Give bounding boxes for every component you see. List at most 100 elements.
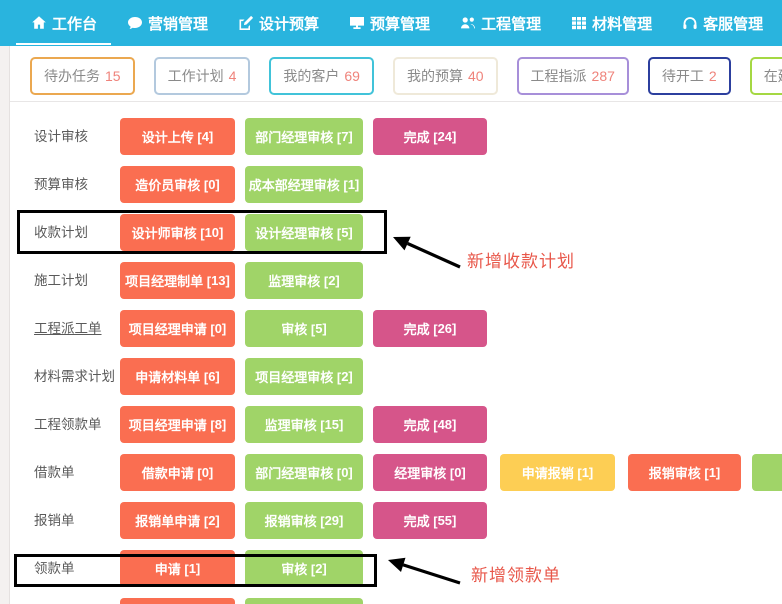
bracket: ] <box>195 561 201 576</box>
workflow-step-button[interactable]: 完成 [48] <box>373 406 487 443</box>
workflow-step-button[interactable]: 报销审核 [29] <box>245 502 363 539</box>
step-count: 1 <box>188 561 196 576</box>
step-label: 部门经理审核 [ <box>255 130 342 145</box>
nav-item-label: 工程管理 <box>481 15 542 33</box>
workflow-step-button[interactable]: 项目经理制单 [13] <box>120 262 235 299</box>
bracket: ] <box>452 513 457 528</box>
workflow-step-button[interactable] <box>120 598 235 604</box>
nav-item-7[interactable]: 客服管理 <box>679 9 765 38</box>
workflow-step-button[interactable]: 报销单申请 [2] <box>120 502 235 539</box>
workflow-step-button[interactable]: 申请 [1] <box>120 550 235 587</box>
workflow-step-button[interactable] <box>752 454 782 491</box>
workflow-step-button[interactable]: 完成 [26] <box>373 310 487 347</box>
bracket: ] <box>348 369 353 384</box>
row-label: 材料需求计划 <box>34 369 115 384</box>
workflow-step-button[interactable]: 完成 [55] <box>373 502 487 539</box>
nav-item-5[interactable]: 工程管理 <box>457 9 543 38</box>
step-label: 成本部经理审核 [ <box>248 178 348 193</box>
step-label: 设计上传 [ <box>141 130 202 145</box>
step-count: 2 <box>208 513 216 528</box>
workflow-step-button[interactable]: 设计上传 [4] <box>120 118 235 155</box>
step-label: 申请报销 [ <box>521 466 582 481</box>
bracket: ] <box>715 465 721 480</box>
bracket: ] <box>335 273 340 288</box>
step-label: 监理审核 [ <box>264 418 325 433</box>
headphones-icon <box>681 15 698 32</box>
workflow-step-button[interactable]: 项目经理申请 [0] <box>120 310 235 347</box>
step-label: 监理审核 [ <box>268 274 329 289</box>
bracket: ] <box>221 321 227 336</box>
workflow-step-button[interactable]: 设计师审核 [10] <box>120 214 235 251</box>
step-count: 0 <box>454 465 462 480</box>
step-label: 造价员审核 [ <box>135 178 209 193</box>
workflow-step-button[interactable]: 经理审核 [0] <box>373 454 487 491</box>
workflow-step-button[interactable]: 审核 [5] <box>245 310 363 347</box>
step-label: 报销审核 [ <box>648 466 709 481</box>
nav-item-1[interactable]: 工作台 <box>15 9 112 45</box>
step-count: 24 <box>437 129 453 144</box>
workflow-step-button[interactable]: 申请报销 [1] <box>500 454 615 491</box>
workflow-step-button[interactable]: 设计经理审核 [5] <box>245 214 363 251</box>
row-label: 领款单 <box>34 561 75 576</box>
workflow-step-button[interactable]: 项目经理申请 [8] <box>120 406 235 443</box>
bracket: ] <box>208 465 214 480</box>
nav-item-6[interactable]: 材料管理 <box>568 9 654 38</box>
step-label: 项目经理申请 [ <box>128 418 215 433</box>
tab-4[interactable]: 我的预算 40 <box>392 57 498 95</box>
nav-item-4[interactable]: 预算管理 <box>346 9 432 38</box>
tab-2[interactable]: 工作计划 4 <box>153 57 251 95</box>
step-count: 55 <box>437 513 453 528</box>
step-count: 0 <box>341 465 349 480</box>
nav-item-2[interactable]: 营销管理 <box>124 9 210 38</box>
row-label[interactable]: 工程派工单 <box>34 321 102 336</box>
annotation-text: 新增领款单 <box>471 566 561 585</box>
row-label: 借款单 <box>34 465 75 480</box>
workflow-step-button[interactable]: 报销审核 [1] <box>628 454 741 491</box>
workflow-step-button[interactable]: 部门经理审核 [0] <box>245 454 363 491</box>
arrow-shaft <box>406 242 461 269</box>
workflow-step-button[interactable]: 借款申请 [0] <box>120 454 235 491</box>
workflow-step-button[interactable]: 部门经理审核 [7] <box>245 118 363 155</box>
tab-count: 4 <box>228 68 237 84</box>
nav-item-3[interactable]: 设计预算 <box>235 9 321 38</box>
tab-1[interactable]: 待办任务 15 <box>30 57 135 95</box>
workflow-step-button[interactable]: 完成 [24] <box>373 118 487 155</box>
workflow-step-button[interactable] <box>245 598 363 604</box>
step-label: 项目经理申请 [ <box>128 322 215 337</box>
tab-3[interactable]: 我的客户 69 <box>269 57 374 95</box>
workflow-step-button[interactable]: 审核 [2] <box>245 550 363 587</box>
step-count: 2 <box>341 369 349 384</box>
workflow-step-button[interactable]: 造价员审核 [0] <box>120 166 235 203</box>
workflow-step-button[interactable]: 成本部经理审核 [1] <box>245 166 363 203</box>
step-label: 项目经理审核 [ <box>255 370 342 385</box>
bracket: ] <box>452 321 457 336</box>
step-label: 经理审核 [ <box>394 466 455 481</box>
bracket: ] <box>215 177 220 192</box>
monitor-icon <box>348 15 365 32</box>
workflow-step-button[interactable]: 申请材料单 [6] <box>120 358 235 395</box>
step-label: 审核 [ <box>281 562 316 577</box>
row-label: 施工计划 <box>34 273 88 288</box>
workflow-step-button[interactable]: 监理审核 [15] <box>245 406 363 443</box>
bracket: ] <box>461 465 466 480</box>
nav-item-label: 设计预算 <box>259 15 320 33</box>
step-count: 29 <box>324 513 340 528</box>
step-label: 完成 [ <box>403 418 438 433</box>
step-label: 报销审核 [ <box>264 514 325 529</box>
tab-7[interactable]: 在建工程59 <box>749 57 782 95</box>
arrow-head <box>393 236 411 251</box>
tab-count: 15 <box>105 68 121 84</box>
workflow-step-button[interactable]: 项目经理审核 [2] <box>245 358 363 395</box>
tab-label: 我的预算 <box>406 68 463 84</box>
workflow-step-button[interactable]: 监理审核 [2] <box>245 262 363 299</box>
divider <box>10 101 782 102</box>
step-count: 0 <box>208 177 216 192</box>
tab-5[interactable]: 工程指派 287 <box>516 57 629 95</box>
grid-icon <box>570 15 587 32</box>
step-label: 完成 [ <box>403 322 438 337</box>
tab-6[interactable]: 待开工 2 <box>647 57 731 95</box>
